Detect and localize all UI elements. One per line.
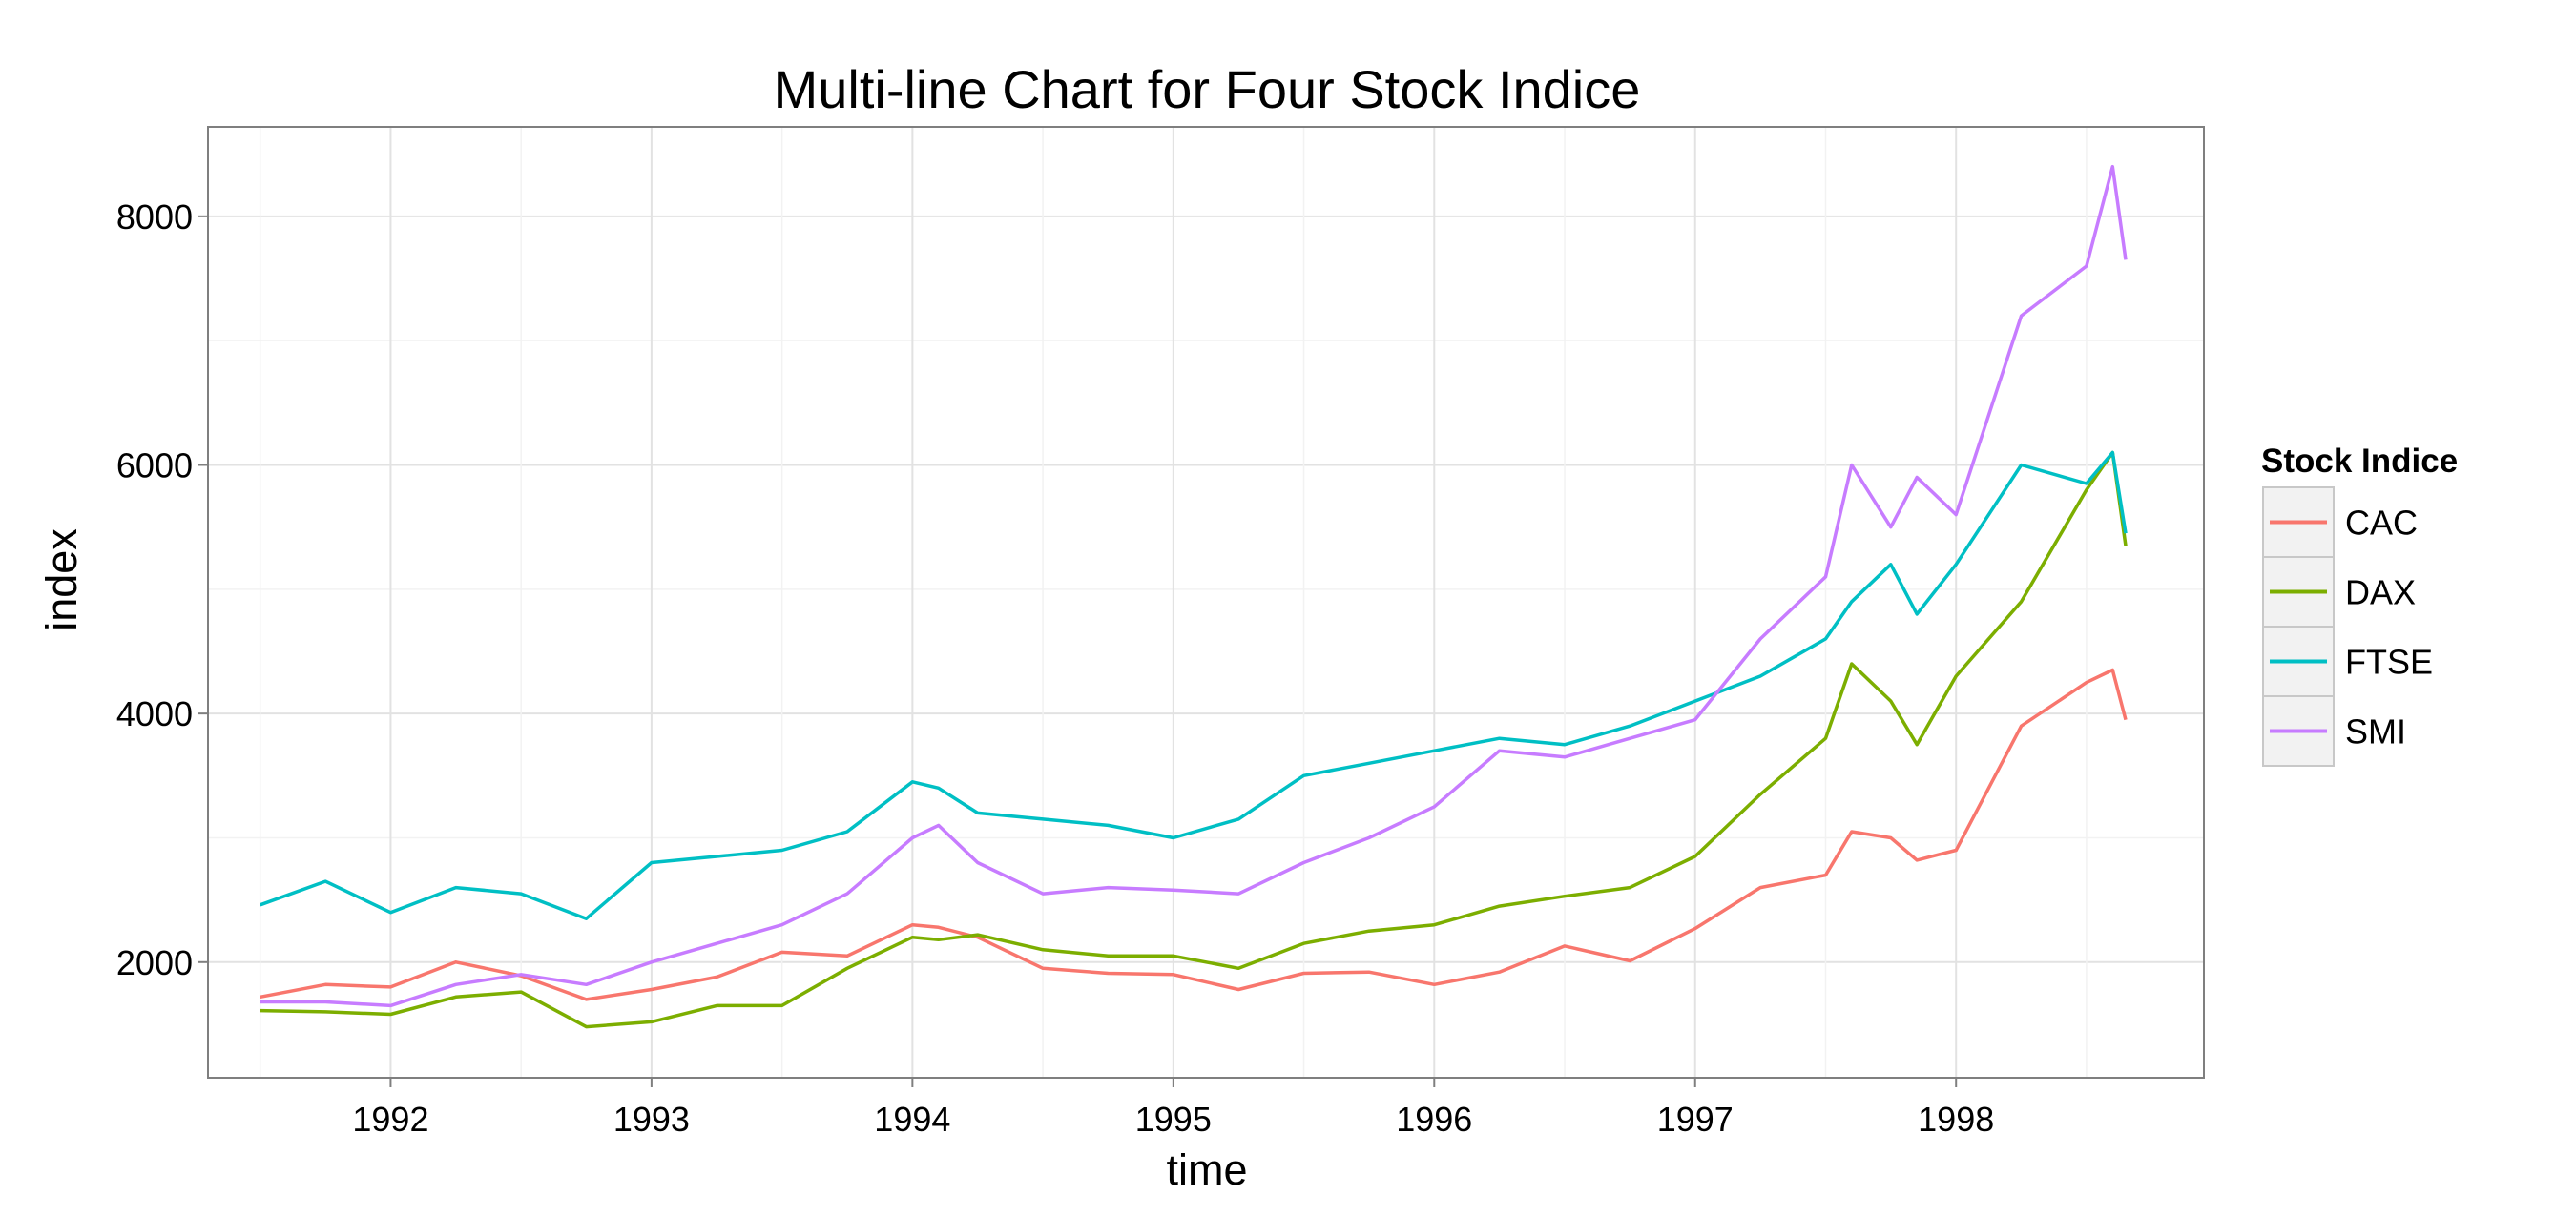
x-tick-label: 1997 xyxy=(1657,1100,1734,1139)
y-tick-label: 4000 xyxy=(116,694,193,733)
legend-title: Stock Indice xyxy=(2261,443,2458,480)
legend-label-smi: SMI xyxy=(2345,712,2406,752)
plot-border xyxy=(207,126,2205,1079)
y-tick-label: 8000 xyxy=(116,197,193,237)
legend-label-cac: CAC xyxy=(2345,504,2418,543)
plot-area xyxy=(208,127,2204,1078)
grid-lines xyxy=(208,127,2204,1078)
y-tick-label: 2000 xyxy=(116,943,193,982)
series-lines xyxy=(260,164,2128,1029)
legend: Stock Indice CAC DAX FTSE SMI xyxy=(2261,443,2458,767)
x-axis: 1992 1993 1994 1995 1996 1997 1998 xyxy=(352,1078,1994,1139)
x-tick-label: 1994 xyxy=(874,1100,950,1139)
y-axis-title: index xyxy=(37,528,86,631)
series-line-ftse xyxy=(260,450,2128,920)
legend-label-ftse: FTSE xyxy=(2345,643,2433,682)
x-tick-label: 1996 xyxy=(1396,1100,1472,1139)
x-tick-label: 1995 xyxy=(1135,1100,1212,1139)
y-axis: 2000 4000 6000 8000 xyxy=(116,197,208,982)
y-tick-label: 6000 xyxy=(116,445,193,484)
x-tick-label: 1998 xyxy=(1918,1100,1994,1139)
series-line-dax xyxy=(260,450,2128,1029)
x-tick-label: 1993 xyxy=(613,1100,690,1139)
plot-background xyxy=(208,127,2204,1078)
series-line-smi xyxy=(260,164,2128,1008)
legend-label-dax: DAX xyxy=(2345,573,2416,612)
x-axis-title: time xyxy=(1166,1145,1247,1194)
series-line-cac xyxy=(260,668,2128,1001)
chart-title: Multi-line Chart for Four Stock Indice xyxy=(774,59,1641,119)
x-tick-label: 1992 xyxy=(352,1100,428,1139)
